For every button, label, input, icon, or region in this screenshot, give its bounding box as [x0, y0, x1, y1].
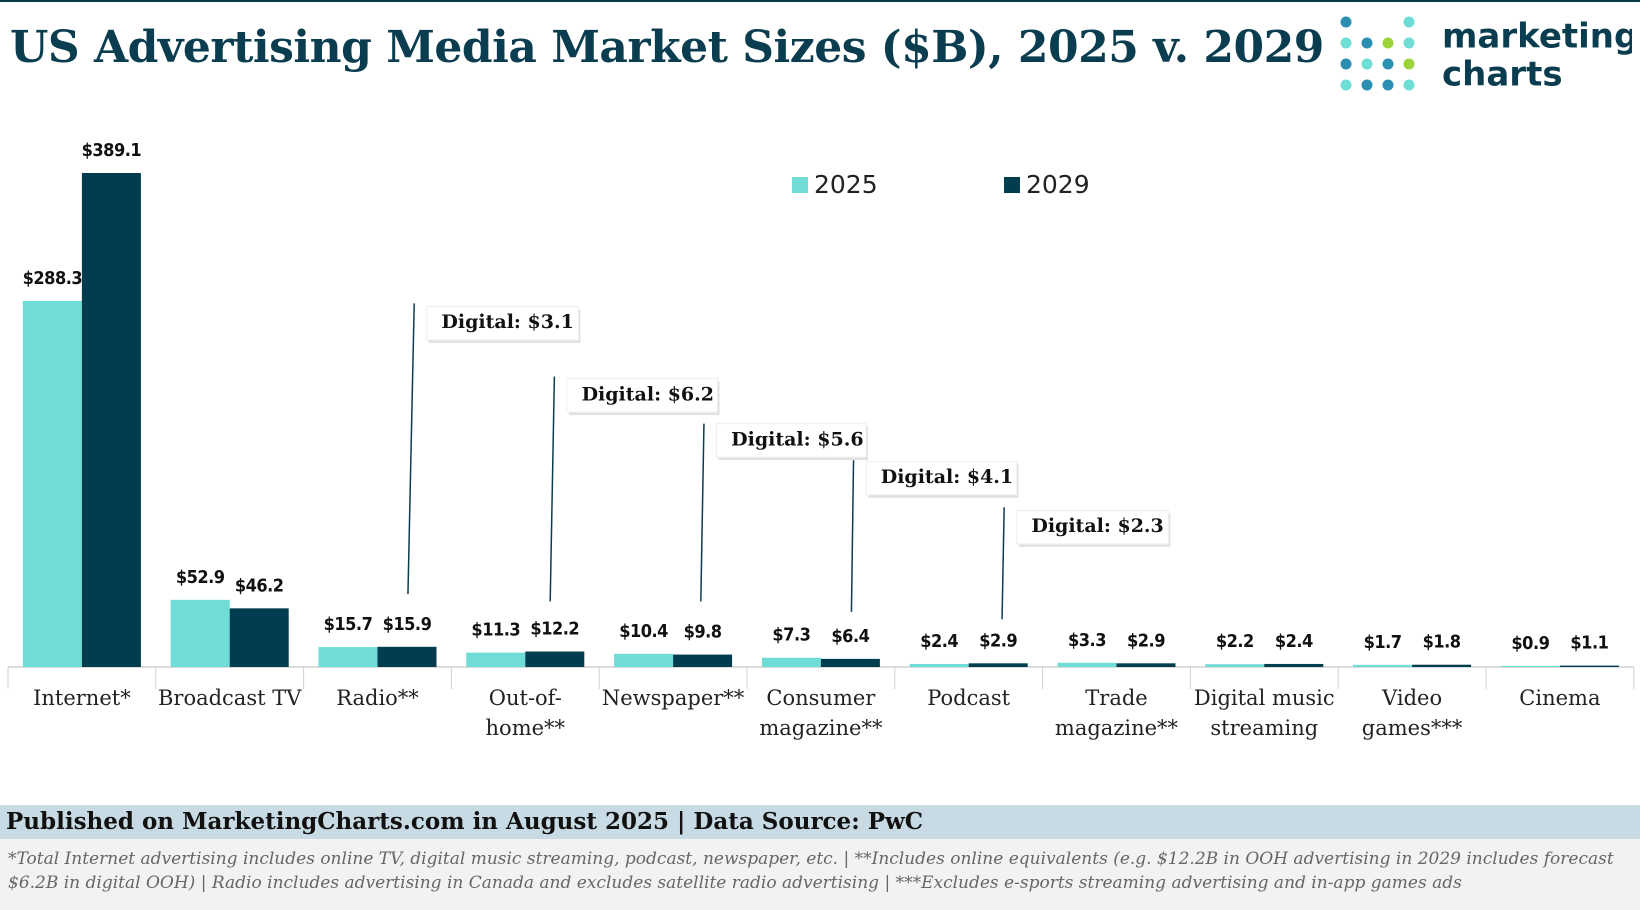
- value-label: $6.4: [831, 626, 869, 647]
- legend-swatch: [1004, 177, 1020, 193]
- bar: [761, 657, 821, 667]
- bar: [968, 663, 1028, 667]
- value-label: $15.7: [324, 614, 373, 635]
- logo-text: charts: [1442, 55, 1563, 95]
- annotation-box: [716, 423, 867, 458]
- bar: [614, 653, 674, 667]
- x-tick-label: Cinema: [1519, 686, 1601, 710]
- value-label: $9.8: [684, 622, 722, 643]
- value-label: $10.4: [619, 621, 668, 642]
- logo: marketing charts: [1340, 16, 1632, 95]
- x-tick-label: Consumer magazine**: [759, 686, 883, 740]
- value-label: $3.3: [1068, 630, 1106, 651]
- annotation-leader: [1001, 507, 1005, 620]
- value-label: $2.9: [1127, 630, 1165, 651]
- value-label: $2.2: [1216, 631, 1254, 652]
- legend-label: 2029: [1026, 170, 1090, 199]
- annotation: Digital: $5.6: [731, 428, 863, 450]
- value-label: $46.2: [235, 575, 284, 596]
- annotation-box: [865, 460, 1018, 496]
- bar: [466, 652, 526, 667]
- annotation-box: [426, 305, 579, 341]
- value-label: $2.4: [920, 631, 958, 652]
- bar: [229, 608, 289, 667]
- footnotes: *Total Internet advertising includes onl…: [0, 839, 1640, 910]
- annotation-leader: [700, 423, 705, 602]
- bar: [909, 663, 969, 667]
- legend-label: 2025: [814, 170, 878, 199]
- chart: $288.3 $389.1 $52.9 $46.2 $15.7 $15.9 $11.3 $12…: [7, 140, 1635, 689]
- value-label: $389.1: [82, 140, 142, 161]
- logo-text: marketing: [1442, 17, 1632, 57]
- annotation: Digital: $3.1: [441, 311, 573, 333]
- x-tick-label: Broadcast TV: [157, 686, 302, 710]
- value-label: $0.9: [1511, 633, 1549, 654]
- value-label: $1.7: [1364, 632, 1402, 653]
- bar: [318, 647, 378, 667]
- bar: [170, 599, 230, 667]
- bar: [1412, 664, 1472, 667]
- chart-title: US Advertising Media Market Sizes ($B), …: [10, 22, 1324, 73]
- bar: [81, 173, 141, 667]
- x-tick-label: Out-of-home**: [485, 686, 566, 740]
- x-tick-label: Podcast: [927, 686, 1011, 710]
- annotation-leader: [549, 376, 556, 602]
- x-tick-label: Trade magazine**: [1054, 686, 1179, 740]
- x-tick-label: Digital music streaming: [1193, 686, 1335, 740]
- annotation: Digital: $6.2: [582, 383, 714, 405]
- x-tick-label: Internet*: [33, 686, 131, 710]
- annotation: Digital: $4.1: [881, 466, 1013, 488]
- value-label: $7.3: [772, 625, 810, 646]
- bar: [1353, 664, 1413, 667]
- x-tick-label: Newspaper**: [601, 686, 745, 710]
- bar: [1500, 665, 1560, 667]
- bar: [1057, 662, 1117, 667]
- annotation: Digital: $2.3: [1031, 515, 1163, 537]
- value-label: $1.1: [1570, 633, 1608, 654]
- x-tick-label: Radio**: [336, 686, 419, 710]
- value-label: $11.3: [471, 620, 520, 641]
- annotation-box: [566, 378, 719, 413]
- bar: [1116, 663, 1176, 667]
- annotation-leader: [407, 303, 415, 595]
- bar: [673, 654, 733, 667]
- value-label: $52.9: [176, 567, 225, 588]
- value-label: $1.8: [1423, 632, 1461, 653]
- value-label: $12.2: [530, 619, 579, 640]
- top-border: [0, 0, 1640, 2]
- annotation-leader: [850, 460, 855, 612]
- bar: [1264, 663, 1324, 667]
- bar: [1559, 665, 1619, 667]
- value-label: $2.4: [1275, 631, 1313, 652]
- value-label: $15.9: [383, 614, 432, 635]
- x-tick-label: Video games***: [1361, 686, 1463, 740]
- bar: [525, 651, 585, 667]
- bar: [1205, 664, 1265, 667]
- logo-dots: [1340, 16, 1415, 91]
- bar: [377, 646, 437, 667]
- published-note: Published on MarketingCharts.com in Augu…: [0, 805, 1640, 839]
- bar: [22, 300, 82, 667]
- value-label: $2.9: [979, 630, 1017, 651]
- bar: [820, 658, 880, 667]
- annotation-box: [1016, 509, 1169, 545]
- value-label: $288.3: [23, 268, 83, 289]
- legend-swatch: [792, 177, 808, 193]
